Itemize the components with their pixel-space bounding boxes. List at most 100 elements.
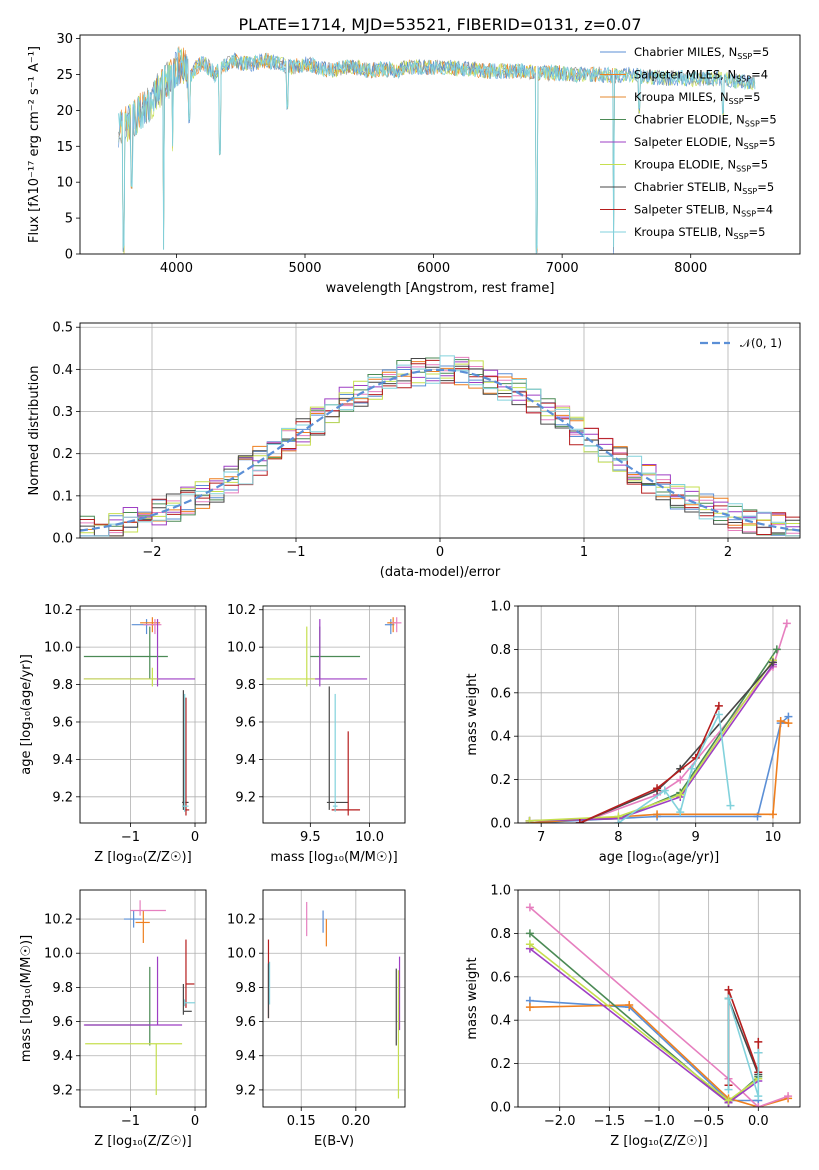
axes-massweight_vs_Z: −2.0 −1.5 −1.0 −0.5 0.0 0.0 0.2 0.4 0.6 0.8 1.0 Z [… bbox=[465, 884, 801, 1149]
y-tick-label: 0.8 bbox=[490, 643, 511, 658]
series-line bbox=[727, 998, 760, 1097]
series-line bbox=[529, 664, 774, 822]
y-tick-label: 9.2 bbox=[52, 790, 73, 805]
y-axis-label: mass weight bbox=[465, 673, 480, 755]
series-marker bbox=[676, 775, 685, 784]
x-tick-label: 0.0 bbox=[748, 1114, 769, 1129]
legend-label: 𝒩(0, 1) bbox=[740, 336, 782, 350]
series-marker bbox=[754, 1048, 763, 1057]
spectrum-line bbox=[118, 47, 756, 254]
series-line bbox=[617, 711, 732, 823]
series-marker bbox=[724, 994, 733, 1003]
x-tick-label: 0 bbox=[191, 830, 199, 845]
y-tick-label: 9.8 bbox=[235, 678, 256, 693]
x-tick-label: −1 bbox=[121, 830, 140, 845]
y-tick-label: 9.4 bbox=[235, 753, 256, 768]
axes-frame bbox=[79, 889, 207, 1108]
x-tick-label: −1.5 bbox=[594, 1114, 626, 1129]
y-tick-label: 0.2 bbox=[490, 773, 511, 788]
plot-area bbox=[83, 617, 196, 816]
series-marker bbox=[768, 810, 777, 819]
y-tick-label: 0.1 bbox=[52, 489, 73, 504]
x-tick-label: −0.5 bbox=[693, 1114, 725, 1129]
x-tick-label: 9.5 bbox=[300, 830, 321, 845]
axes-mass_vs_ebv: 0.15 0.20 9.2 9.4 9.6 9.8 10.0 10.2 E(B-V) bbox=[227, 889, 406, 1149]
y-tick-label: 10.0 bbox=[44, 641, 73, 656]
x-tick-label: −1.0 bbox=[643, 1114, 675, 1129]
axes-frame bbox=[517, 605, 801, 824]
y-tick-label: 10 bbox=[56, 176, 73, 191]
y-tick-label: 10.0 bbox=[227, 947, 256, 962]
series-marker bbox=[676, 808, 685, 817]
y-tick-label: 0.0 bbox=[52, 532, 73, 547]
y-tick-label: 0.2 bbox=[52, 447, 73, 462]
y-tick-label: 9.8 bbox=[52, 678, 73, 693]
y-tick-label: 1.0 bbox=[490, 884, 511, 899]
series-marker bbox=[660, 786, 669, 795]
y-tick-label: 0.3 bbox=[52, 405, 73, 420]
x-tick-label: 8000 bbox=[674, 261, 707, 276]
x-tick-label: −1 bbox=[121, 1114, 140, 1129]
series-marker bbox=[754, 1092, 763, 1101]
y-tick-label: 0.6 bbox=[490, 970, 511, 985]
x-axis-label: (data-model)/error bbox=[380, 565, 501, 580]
x-tick-label: 8 bbox=[614, 830, 622, 845]
x-tick-label: 0 bbox=[191, 1114, 199, 1129]
y-axis-label: Flux [fλ10⁻¹⁷ erg cm⁻² s⁻¹ A⁻¹] bbox=[27, 46, 42, 243]
axes-frame bbox=[262, 889, 406, 1108]
y-tick-label: 10.2 bbox=[44, 603, 73, 618]
y-tick-label: 0.4 bbox=[490, 730, 511, 745]
series-marker bbox=[726, 801, 735, 810]
series-marker bbox=[772, 645, 781, 654]
axes-massweight_vs_age: 7 8 9 10 0.0 0.2 0.4 0.6 0.8 1.0 age [log₁₀(age/yr… bbox=[465, 600, 801, 865]
plot-area bbox=[267, 901, 401, 1099]
series-marker bbox=[525, 903, 534, 912]
plot-area bbox=[80, 355, 800, 537]
y-tick-label: 0.0 bbox=[490, 817, 511, 832]
series-marker bbox=[776, 717, 785, 726]
y-tick-label: 9.4 bbox=[52, 1049, 73, 1064]
x-axis-label: E(B-V) bbox=[314, 1134, 354, 1149]
y-tick-label: 0.5 bbox=[52, 321, 73, 336]
y-tick-label: 10.2 bbox=[44, 913, 73, 928]
y-tick-label: 25 bbox=[56, 68, 73, 83]
y-tick-label: 9.2 bbox=[52, 1083, 73, 1098]
x-tick-label: −2.0 bbox=[544, 1114, 576, 1129]
y-tick-label: 5 bbox=[65, 212, 73, 227]
y-tick-label: 0.2 bbox=[490, 1057, 511, 1072]
axes-spectrum: 4000 5000 6000 7000 8000 0 5 10 15 20 25 30 waveleng… bbox=[27, 32, 801, 296]
y-tick-label: 0.0 bbox=[490, 1101, 511, 1116]
series-line bbox=[529, 659, 774, 822]
axes-frame bbox=[517, 889, 801, 1108]
y-tick-label: 15 bbox=[56, 140, 73, 155]
legend-label: Kroupa ELODIE, NSSP=5 bbox=[634, 158, 768, 174]
series-marker bbox=[724, 985, 733, 994]
axes-frame bbox=[79, 322, 801, 539]
x-tick-label: 5000 bbox=[288, 261, 321, 276]
x-tick-label: 10 bbox=[765, 830, 782, 845]
y-axis-label: age [log₁₀(age/yr)] bbox=[19, 654, 34, 775]
legend-label: Salpeter MILES, NSSP=4 bbox=[634, 68, 768, 84]
axes-mass_vs_Z: −1 0 9.2 9.4 9.6 9.8 10.0 10.2 Z [log₁₀(Z/Z☉)] ma… bbox=[19, 889, 207, 1149]
axes-frame bbox=[79, 34, 801, 255]
y-tick-label: 0.8 bbox=[490, 927, 511, 942]
y-tick-label: 9.6 bbox=[52, 715, 73, 730]
y-tick-label: 10.0 bbox=[44, 947, 73, 962]
y-tick-label: 0 bbox=[65, 248, 73, 263]
plot-area bbox=[525, 619, 793, 823]
x-axis-label: mass [log₁₀(M/M☉)] bbox=[270, 850, 397, 865]
series-marker bbox=[724, 1085, 733, 1094]
plot-area bbox=[118, 46, 756, 254]
series-marker bbox=[525, 816, 534, 823]
y-axis-label: mass [log₁₀(M/M☉)] bbox=[19, 935, 34, 1062]
x-axis-label: wavelength [Angstrom, rest frame] bbox=[326, 281, 555, 296]
series-line bbox=[579, 705, 720, 823]
y-axis-label: Normed distribution bbox=[27, 366, 42, 496]
y-tick-label: 9.2 bbox=[235, 790, 256, 805]
x-tick-label: −2 bbox=[142, 545, 161, 560]
axes-residuals: −2 −1 0 1 2 0.0 0.1 0.2 0.3 0.4 0.5 (data-model)/er… bbox=[27, 321, 801, 580]
plot-area bbox=[83, 900, 196, 1096]
x-tick-label: 7000 bbox=[546, 261, 579, 276]
legend-label: Chabrier ELODIE, NSSP=5 bbox=[634, 113, 777, 129]
